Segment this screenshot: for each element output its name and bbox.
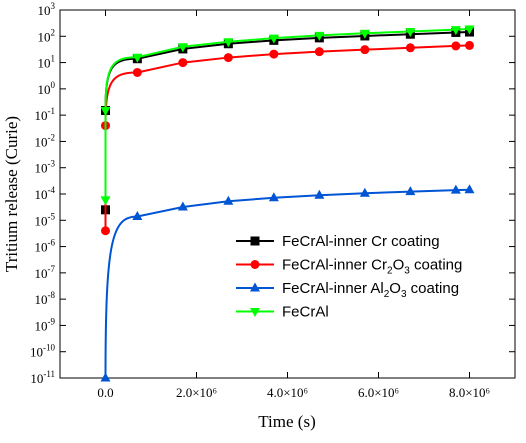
- y-tick-label: 10-10: [30, 343, 55, 360]
- series-4: [100, 25, 475, 206]
- series-3: [100, 184, 475, 382]
- data-point: [464, 25, 475, 35]
- data-point: [177, 201, 188, 211]
- data-point: [314, 47, 324, 57]
- y-tick-label: 100: [38, 80, 56, 97]
- y-tick-label: 10-5: [35, 211, 56, 228]
- data-point: [223, 195, 234, 205]
- legend-item: FeCrAl-inner Al2O3 coating: [236, 280, 459, 300]
- data-point: [223, 38, 234, 48]
- y-tick-label: 101: [38, 54, 56, 71]
- series-line: [104, 31, 470, 210]
- axis-ticks: 0.0 2.0×10⁶ 4.0×10⁶ 6.0×10⁶ 8.0×10⁶ 10-11 10-1…: [30, 1, 515, 400]
- y-tick-label: 10-1: [35, 106, 56, 123]
- y-tick-label: 102: [38, 27, 56, 44]
- data-point: [177, 43, 188, 53]
- data-point: [359, 187, 370, 197]
- series-1: [101, 27, 474, 215]
- data-point: [223, 53, 233, 63]
- data-point: [268, 192, 279, 202]
- legend-marker: [250, 282, 260, 292]
- x-tick-label: 0.0: [97, 385, 113, 400]
- data-point: [464, 184, 475, 194]
- legend-marker: [250, 236, 260, 246]
- data-point: [450, 184, 461, 194]
- legend-item: FeCrAl-inner Cr coating: [236, 233, 440, 250]
- data-point: [101, 226, 110, 236]
- x-axis-title: Time (s): [258, 412, 315, 431]
- data-point: [132, 67, 142, 77]
- data-point: [359, 29, 370, 39]
- legend-label: FeCrAl-inner Cr coating: [282, 233, 440, 250]
- x-tick-label: 8.0×10⁶: [449, 385, 490, 400]
- data-point: [178, 58, 188, 68]
- data-point: [405, 186, 416, 196]
- legend-label: FeCrAl: [282, 304, 329, 321]
- data-point: [405, 43, 415, 53]
- legend-label: FeCrAl-inner Al2O3 coating: [282, 280, 459, 300]
- y-tick-label: 10-3: [35, 159, 56, 176]
- x-tick-label: 6.0×10⁶: [358, 385, 399, 400]
- data-point: [451, 41, 461, 51]
- y-tick-label: 10-4: [35, 185, 56, 202]
- data-point: [360, 45, 370, 55]
- legend-item: FeCrAl-inner Cr2O3 coating: [236, 257, 462, 277]
- data-point: [314, 31, 325, 41]
- data-point: [100, 107, 111, 117]
- series-line: [104, 27, 470, 200]
- series-layer: [100, 25, 475, 382]
- y-tick-label: 103: [38, 1, 56, 18]
- legend-item: FeCrAl: [236, 304, 329, 321]
- y-tick-label: 10-8: [35, 290, 56, 307]
- y-tick-label: 10-9: [35, 316, 56, 333]
- legend-marker: [250, 308, 260, 317]
- data-point: [450, 26, 461, 36]
- x-tick-label: 2.0×10⁶: [176, 385, 217, 400]
- y-tick-label: 10-7: [35, 264, 56, 281]
- data-point: [100, 372, 111, 382]
- data-point: [132, 210, 143, 220]
- series-2: [101, 40, 474, 236]
- data-point: [314, 189, 325, 199]
- y-tick-label: 10-11: [30, 369, 55, 386]
- y-tick-label: 10-6: [35, 238, 56, 255]
- x-tick-label: 4.0×10⁶: [267, 385, 308, 400]
- data-point: [100, 196, 111, 206]
- data-point: [132, 53, 143, 63]
- legend-label: FeCrAl-inner Cr2O3 coating: [282, 257, 462, 277]
- data-point: [405, 28, 416, 38]
- series-line: [104, 44, 470, 231]
- y-axis-title: Tritium release (Curie): [2, 116, 21, 272]
- data-point: [269, 49, 279, 59]
- plot-frame: [59, 9, 516, 379]
- legend: FeCrAl-inner Cr coating FeCrAl-inner Cr2O…: [236, 233, 462, 321]
- data-point: [268, 34, 279, 44]
- y-tick-label: 10-2: [35, 132, 56, 149]
- legend-marker: [250, 260, 260, 269]
- data-point: [465, 40, 474, 50]
